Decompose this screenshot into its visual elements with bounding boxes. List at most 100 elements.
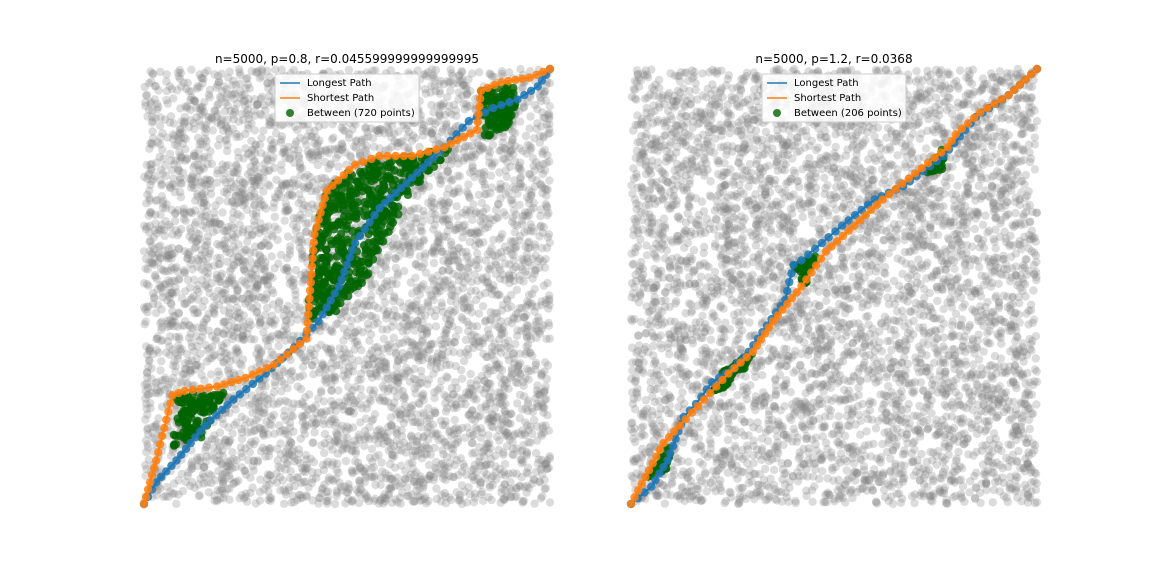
background-point xyxy=(195,154,204,163)
background-point xyxy=(148,112,157,121)
background-point xyxy=(230,281,239,290)
background-point xyxy=(271,371,280,380)
background-point xyxy=(156,67,165,77)
background-point xyxy=(255,496,265,505)
background-point xyxy=(418,131,428,140)
background-point xyxy=(403,132,412,142)
background-point xyxy=(524,198,534,208)
background-point xyxy=(330,438,339,447)
background-point xyxy=(346,407,356,416)
background-point xyxy=(308,178,318,187)
background-point xyxy=(181,216,190,225)
background-point xyxy=(201,280,211,289)
background-point xyxy=(286,242,295,251)
background-point xyxy=(194,295,203,304)
background-point xyxy=(539,223,548,232)
background-point xyxy=(415,379,424,388)
background-point xyxy=(155,121,165,130)
background-point xyxy=(524,366,533,376)
background-point xyxy=(423,299,433,308)
background-point xyxy=(451,106,461,115)
background-point xyxy=(391,428,401,437)
background-point xyxy=(528,154,538,163)
background-point xyxy=(256,315,265,325)
background-point xyxy=(271,65,280,74)
background-point xyxy=(217,269,227,278)
background-point xyxy=(445,471,454,481)
background-point xyxy=(441,437,450,447)
background-point xyxy=(269,410,279,420)
background-point xyxy=(240,198,250,207)
background-point xyxy=(433,386,442,395)
background-point xyxy=(481,474,490,483)
background-point xyxy=(167,300,176,309)
background-point xyxy=(177,321,187,330)
background-point xyxy=(264,430,273,439)
background-point xyxy=(320,120,329,129)
background-point xyxy=(286,368,295,377)
background-point xyxy=(544,304,553,313)
background-point xyxy=(470,448,479,457)
background-point xyxy=(297,250,306,259)
background-point xyxy=(373,303,382,313)
background-point xyxy=(429,295,438,305)
background-point xyxy=(317,407,326,417)
background-point xyxy=(174,72,183,81)
background-point xyxy=(473,332,482,342)
background-point xyxy=(503,342,512,352)
background-point xyxy=(373,342,382,352)
background-point xyxy=(263,180,273,189)
background-point xyxy=(462,82,471,91)
background-point xyxy=(538,108,547,117)
background-point xyxy=(312,473,321,483)
background-point xyxy=(168,373,178,383)
background-point xyxy=(545,498,555,507)
background-point xyxy=(265,91,274,101)
background-point xyxy=(220,240,229,249)
background-point xyxy=(411,304,421,313)
background-point xyxy=(279,485,288,494)
background-point xyxy=(392,425,401,434)
background-point xyxy=(338,446,347,455)
background-point xyxy=(452,202,461,211)
background-point xyxy=(424,460,434,470)
background-point xyxy=(478,273,487,282)
background-point xyxy=(442,392,451,401)
background-point xyxy=(300,200,309,210)
background-point xyxy=(433,171,443,180)
background-point xyxy=(408,227,417,236)
background-point xyxy=(308,404,317,414)
background-point xyxy=(536,164,545,174)
background-point xyxy=(343,422,352,431)
background-point xyxy=(271,129,281,138)
background-point xyxy=(287,366,297,376)
background-point xyxy=(465,193,474,203)
background-point xyxy=(300,184,309,193)
background-point xyxy=(501,182,510,191)
background-point xyxy=(543,211,552,220)
background-point xyxy=(538,159,548,169)
background-point xyxy=(544,426,553,435)
background-point xyxy=(332,436,341,445)
background-point xyxy=(245,317,254,326)
background-point xyxy=(316,388,326,397)
background-point xyxy=(283,329,292,339)
background-point xyxy=(500,480,509,489)
background-point xyxy=(405,320,415,329)
background-point xyxy=(429,225,438,234)
background-point xyxy=(512,285,521,295)
background-point xyxy=(334,468,343,477)
background-point xyxy=(515,200,524,210)
background-point xyxy=(258,67,267,76)
background-point xyxy=(333,488,342,497)
background-point xyxy=(500,154,509,164)
background-point xyxy=(231,296,240,306)
background-point xyxy=(342,488,351,497)
background-point xyxy=(393,271,402,280)
background-point xyxy=(201,445,210,455)
background-point xyxy=(264,84,273,93)
background-point xyxy=(463,89,472,99)
background-point xyxy=(272,478,282,487)
background-point xyxy=(208,126,217,135)
background-point xyxy=(279,411,289,421)
